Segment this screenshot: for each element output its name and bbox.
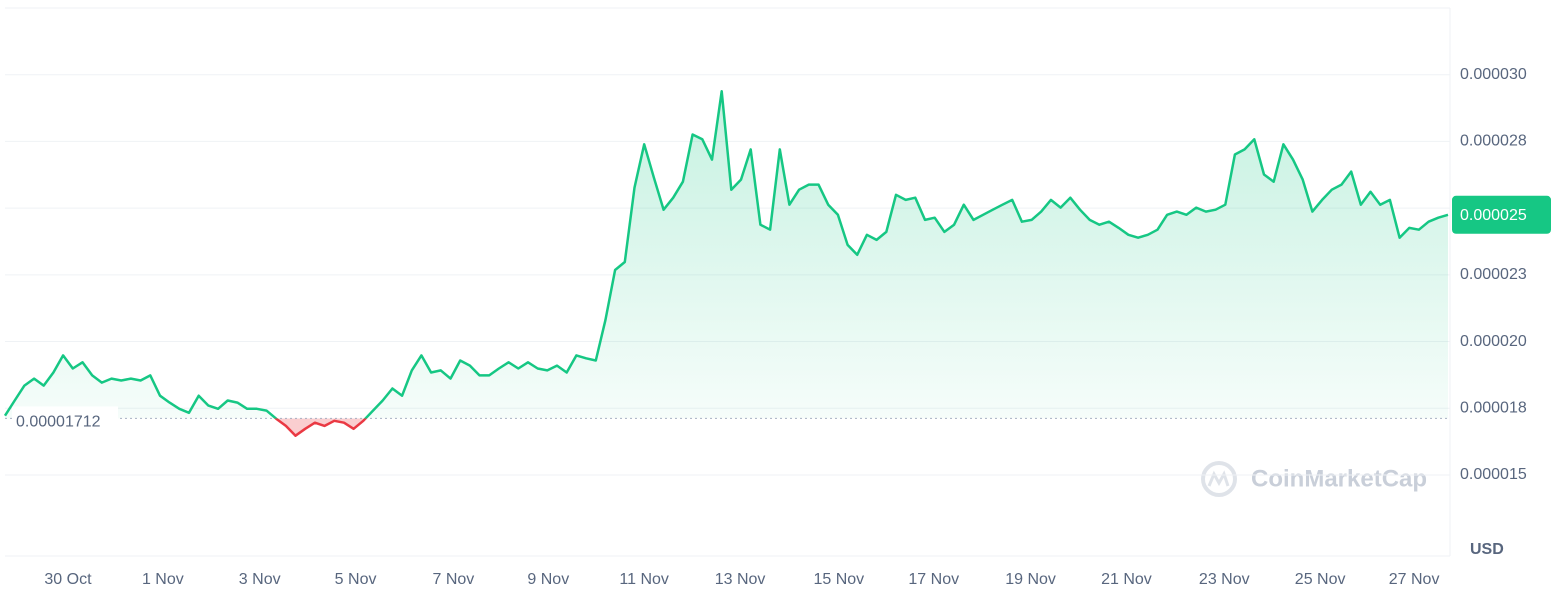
y-tick-label: 0.000018 (1460, 399, 1527, 416)
x-tick-label: 25 Nov (1295, 571, 1346, 588)
y-tick-label: 0.000015 (1460, 466, 1527, 483)
y-tick-label: 0.000030 (1460, 66, 1527, 83)
watermark: CoinMarketCap (1251, 465, 1427, 492)
baseline-label: 0.00001712 (16, 414, 101, 431)
x-tick-label: 17 Nov (908, 571, 959, 588)
price-line (3, 90, 1449, 437)
x-tick-label: 21 Nov (1101, 571, 1152, 588)
y-tick-label: 0.000023 (1460, 266, 1527, 283)
last-price-label: 0.000025 (1460, 207, 1527, 224)
x-tick-label: 19 Nov (1005, 571, 1056, 588)
y-tick-label: 0.000028 (1460, 133, 1527, 150)
watermark-logo (1201, 461, 1237, 497)
x-tick-label: 23 Nov (1199, 571, 1250, 588)
x-tick-label: 11 Nov (619, 571, 669, 588)
x-tick-label: 13 Nov (715, 571, 766, 588)
x-tick-label: 30 Oct (44, 571, 92, 588)
x-tick-label: 5 Nov (335, 571, 377, 588)
x-tick-label: 7 Nov (432, 571, 474, 588)
x-tick-label: 15 Nov (813, 571, 864, 588)
x-tick-label: 1 Nov (142, 571, 184, 588)
x-tick-label: 27 Nov (1389, 571, 1440, 588)
y-tick-label: 0.000020 (1460, 333, 1527, 350)
currency-label: USD (1470, 541, 1504, 558)
last-price-badge (1452, 195, 1551, 234)
x-tick-label: 3 Nov (239, 571, 281, 588)
x-tick-label: 9 Nov (527, 571, 569, 588)
price-area (5, 91, 1448, 436)
baseline-label-bg (12, 406, 118, 429)
